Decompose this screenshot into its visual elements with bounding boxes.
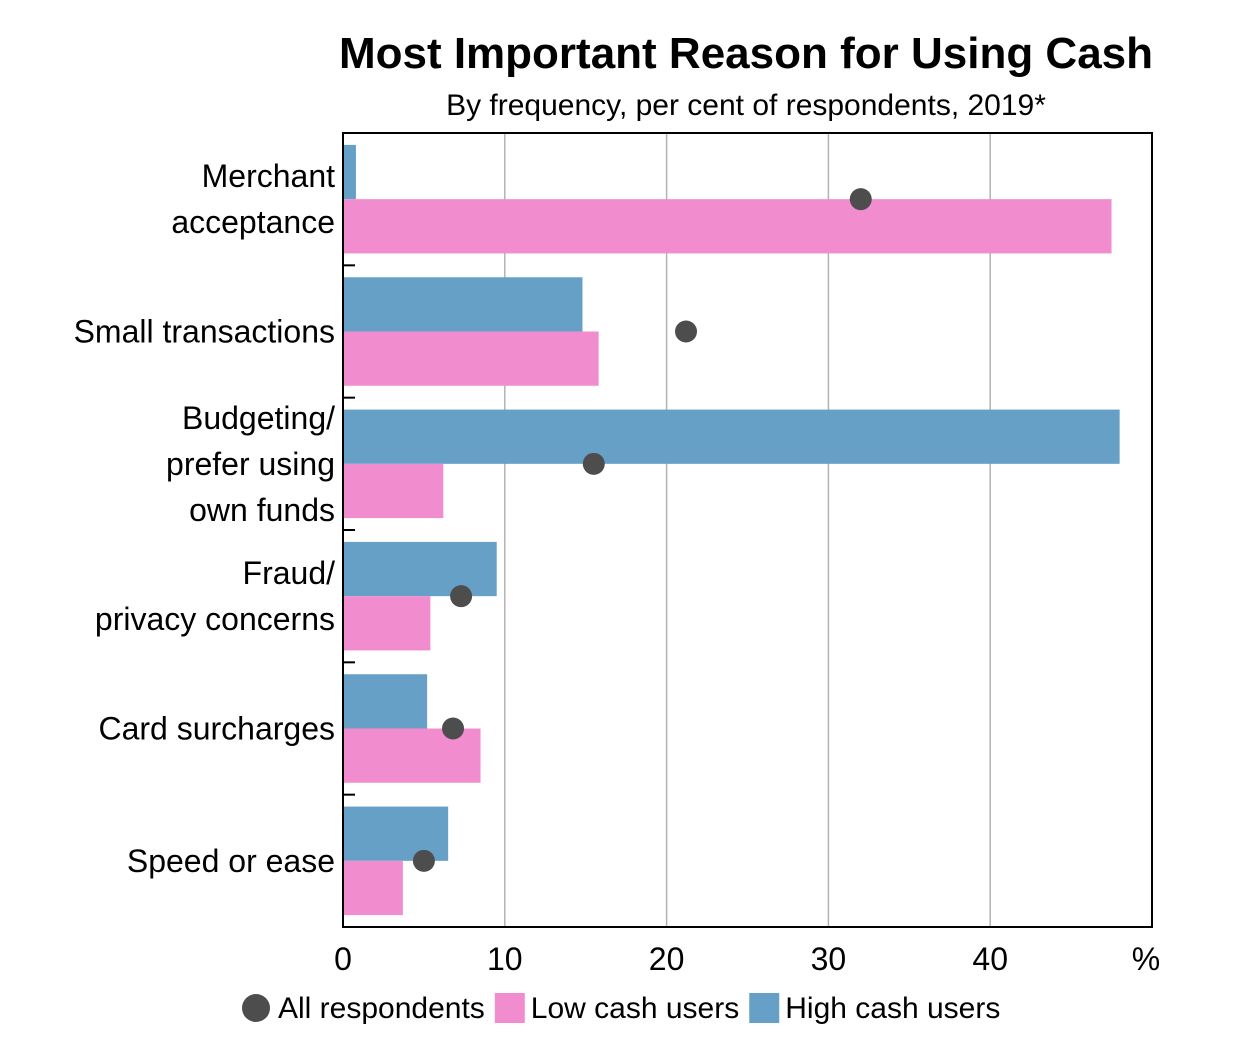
category-label: Card surcharges — [98, 711, 335, 747]
category-label: Merchant acceptance — [171, 158, 335, 240]
legend-marker-high-cash-users — [749, 993, 780, 1023]
bar-high-cash-users — [343, 674, 428, 729]
dot-all-respondents — [849, 188, 872, 211]
category-label: Speed or ease — [127, 843, 335, 879]
bar-low-cash-users — [343, 463, 444, 519]
category-labels: Merchant acceptance Small transactions Budg… — [74, 158, 336, 879]
x-tick-label: 30 — [811, 941, 847, 977]
gridlines — [504, 133, 991, 927]
legend-label-high-cash-users: High cash users — [785, 992, 1000, 1025]
x-tick-label: 0 — [334, 941, 352, 977]
bar-high-cash-users — [343, 277, 583, 332]
bar-high-cash-users — [343, 541, 497, 597]
dot-all-respondents — [450, 585, 473, 608]
legend-marker-all-respondents — [242, 994, 270, 1022]
dot-all-respondents — [675, 320, 698, 343]
bars — [343, 144, 1120, 916]
bar-high-cash-users — [343, 806, 449, 861]
bar-high-cash-users — [343, 144, 356, 200]
legend-marker-low-cash-users — [494, 993, 525, 1023]
bar-low-cash-users — [343, 331, 599, 386]
legend-label-all-respondents: All respondents — [278, 992, 485, 1025]
x-tick-label: 20 — [649, 941, 685, 977]
x-tick-labels: 0 10 20 30 40 — [334, 941, 1008, 977]
dot-all-respondents — [582, 452, 605, 475]
bar-low-cash-users — [343, 596, 431, 651]
chart-subtitle: By frequency, per cent of respondents, 2… — [446, 89, 1046, 122]
legend-label-low-cash-users: Low cash users — [531, 992, 739, 1025]
category-ticks — [343, 264, 355, 796]
bar-low-cash-users — [343, 860, 403, 916]
dot-all-respondents — [412, 849, 435, 872]
x-tick-label: 10 — [487, 941, 523, 977]
category-label: Budgeting/prefer using own funds — [166, 400, 335, 528]
category-label: Fraud/privacy concerns — [95, 555, 335, 637]
category-label: Small transactions — [74, 314, 335, 350]
bar-high-cash-users — [343, 409, 1120, 464]
legend: All respondents Low cash users High cash u… — [242, 992, 1000, 1025]
dot-all-respondents — [442, 717, 465, 740]
dots — [412, 188, 872, 872]
x-axis-unit: % — [1132, 941, 1160, 977]
chart-title: Most Important Reason for Using Cash — [339, 29, 1153, 78]
x-tick-label: 40 — [972, 941, 1008, 977]
bar-low-cash-users — [343, 199, 1112, 254]
